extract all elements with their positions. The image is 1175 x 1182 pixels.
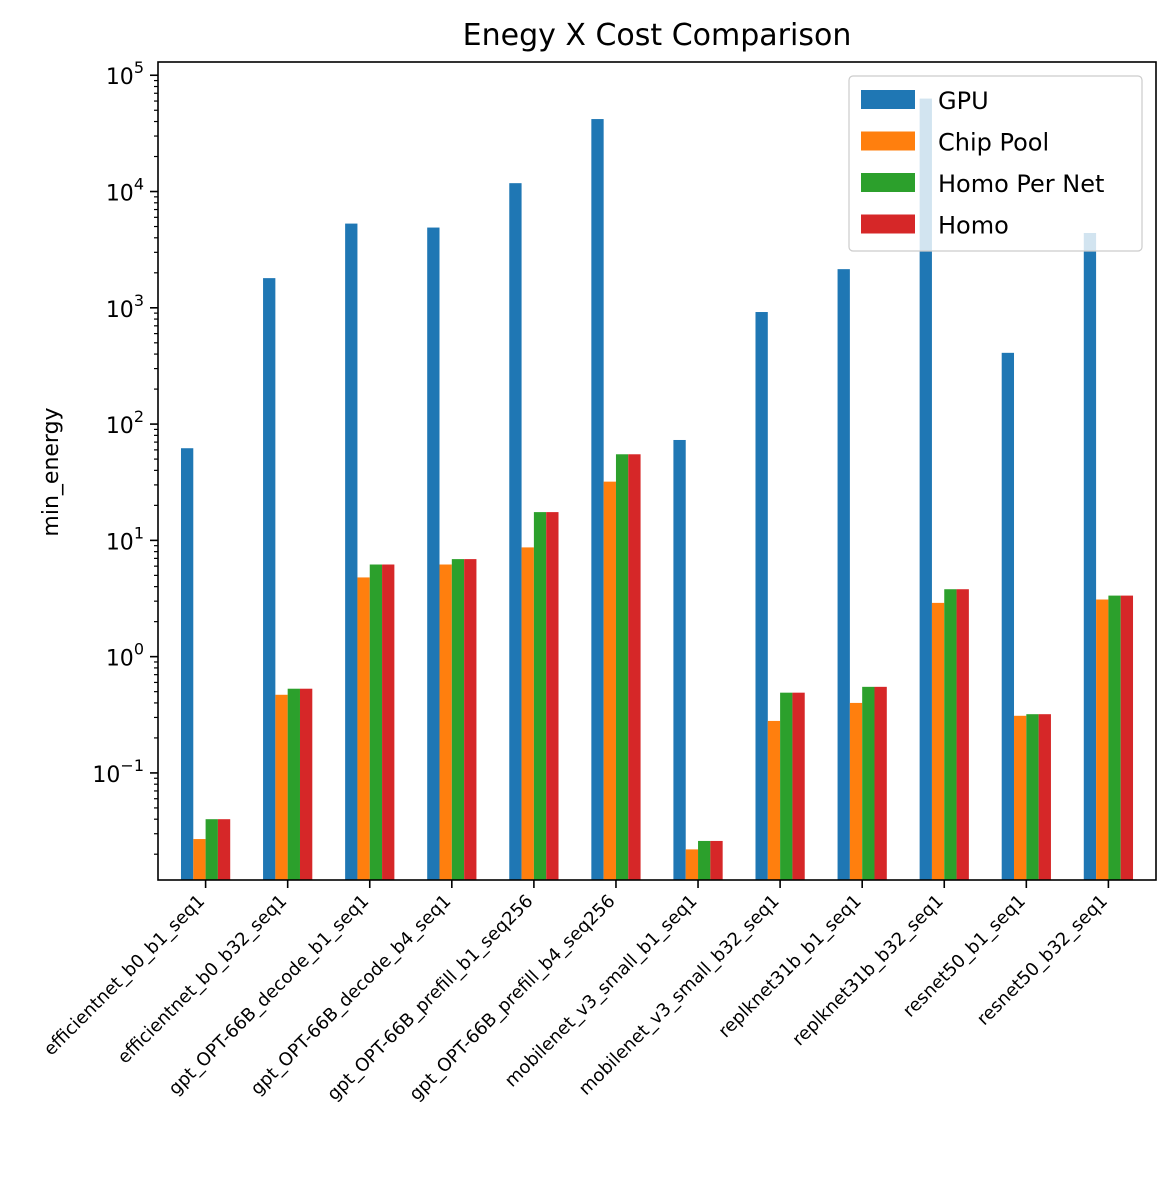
- bar: [874, 686, 887, 880]
- y-tick-label-base: 10: [106, 182, 134, 207]
- bar: [1120, 595, 1134, 880]
- y-tick-label: 100: [106, 640, 144, 672]
- y-tick-label-exponent: 2: [134, 407, 144, 426]
- y-axis-label: min_energy: [39, 407, 64, 536]
- y-tick-label-exponent: 3: [134, 291, 144, 310]
- bar: [849, 702, 863, 880]
- legend-label: Homo: [938, 212, 1009, 240]
- bar: [792, 692, 805, 880]
- bar: [1014, 715, 1027, 880]
- bar: [299, 688, 313, 880]
- bar: [427, 227, 440, 881]
- bar: [464, 559, 477, 880]
- y-tick-label-base: 10: [106, 65, 134, 90]
- y-tick-label: 10−1: [92, 756, 144, 788]
- bar: [1026, 714, 1039, 880]
- legend-swatch: [861, 131, 915, 151]
- y-tick-label: 101: [106, 523, 144, 555]
- bar: [1108, 595, 1121, 880]
- bar: [263, 278, 276, 880]
- bar: [369, 564, 383, 880]
- bar: [710, 840, 723, 880]
- bar: [439, 564, 452, 880]
- legend: GPU Chip Pool Homo Per Net Homo: [848, 75, 1143, 252]
- bar: [685, 849, 699, 880]
- y-tick-label: 104: [106, 175, 144, 207]
- bar: [591, 119, 604, 880]
- y-tick-label: 105: [106, 58, 144, 90]
- y-tick-label-exponent: 0: [134, 640, 144, 659]
- bar: [287, 688, 300, 880]
- legend-label: Chip Pool: [938, 129, 1049, 157]
- legend-box: [848, 75, 1143, 252]
- bar: [698, 840, 711, 880]
- y-tick-label-exponent: 1: [134, 523, 144, 542]
- bar: [1096, 599, 1109, 880]
- chart-title: Enegy X Cost Comparison: [463, 18, 852, 53]
- bar: [509, 183, 522, 881]
- bar: [546, 512, 559, 880]
- legend-swatch: [861, 90, 915, 109]
- plot-frame: [157, 61, 1157, 881]
- bar: [180, 448, 194, 880]
- bar: [357, 577, 370, 880]
- bar: [1038, 714, 1051, 880]
- y-tick-label-exponent: 4: [134, 175, 144, 194]
- bar: [837, 269, 850, 880]
- y-tick-label-base: 10: [106, 530, 134, 555]
- y-tick-label-base: 10: [106, 298, 134, 323]
- legend-swatch: [861, 214, 915, 234]
- bar: [275, 694, 288, 880]
- y-tick-label-base: 10: [106, 647, 134, 672]
- bar: [382, 564, 395, 880]
- y-tick-label: 103: [106, 291, 144, 323]
- y-tick-label-base: 10: [92, 763, 120, 788]
- bar: [533, 512, 547, 880]
- bar: [217, 819, 231, 880]
- legend-swatch: [861, 173, 915, 192]
- bar: [673, 439, 686, 880]
- bar: [603, 481, 616, 880]
- bar: [1083, 232, 1097, 881]
- legend-label: Homo Per Net: [938, 170, 1104, 198]
- bar: [767, 720, 781, 880]
- bar: [615, 454, 629, 880]
- y-tick-label: 102: [106, 407, 144, 439]
- bar: [944, 589, 957, 880]
- bars-layer: [180, 98, 1134, 881]
- bar: [521, 547, 534, 880]
- bar: [628, 454, 641, 880]
- bar: [862, 686, 875, 880]
- bar: [205, 819, 218, 880]
- bar: [451, 559, 465, 880]
- bar: [193, 839, 206, 880]
- bar: [956, 589, 969, 880]
- bar: [931, 602, 945, 880]
- y-tick-label-exponent: −1: [120, 756, 144, 775]
- y-tick-label-base: 10: [106, 414, 134, 439]
- bar: [345, 223, 358, 881]
- bar: [755, 312, 768, 880]
- bar: [1001, 352, 1015, 881]
- bar: [780, 692, 793, 880]
- bar: [919, 98, 932, 880]
- y-tick-label-exponent: 5: [134, 58, 144, 77]
- legend-label: GPU: [938, 87, 989, 115]
